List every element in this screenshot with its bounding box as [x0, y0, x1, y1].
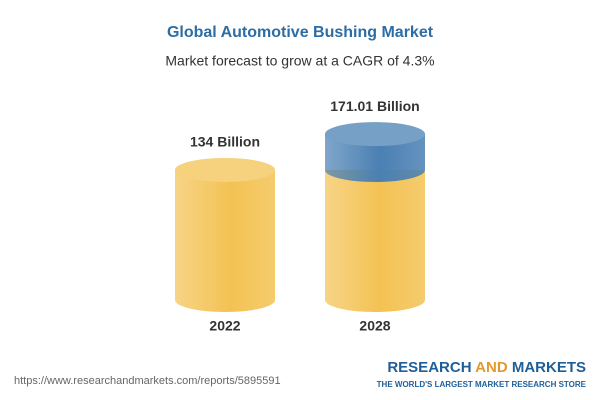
cylinder-body [325, 170, 425, 312]
brand-part: AND [475, 359, 508, 376]
cylinder-growth [325, 134, 425, 183]
cylinder-top [325, 122, 425, 147]
x-tick-label: 2028 [359, 318, 390, 334]
cylinder-body [175, 170, 275, 312]
brand-part: MARKETS [512, 359, 586, 376]
chart-subtitle: Market forecast to grow at a CAGR of 4.3… [165, 53, 434, 69]
tagline: THE WORLD'S LARGEST MARKET RESEARCH STOR… [377, 380, 587, 389]
x-tick-label: 2022 [209, 318, 240, 334]
chart-title: Global Automotive Bushing Market [167, 24, 434, 41]
source-url: https://www.researchandmarkets.com/repor… [14, 375, 281, 387]
value-label: 134 Billion [190, 134, 260, 150]
brand: RESEARCH AND MARKETS [387, 359, 586, 376]
brand-part: RESEARCH [387, 359, 471, 376]
cylinder-top [175, 158, 275, 183]
cylinder-top-shine [325, 122, 425, 147]
value-label: 171.01 Billion [330, 98, 419, 114]
cylinder-top-shine [175, 158, 275, 183]
